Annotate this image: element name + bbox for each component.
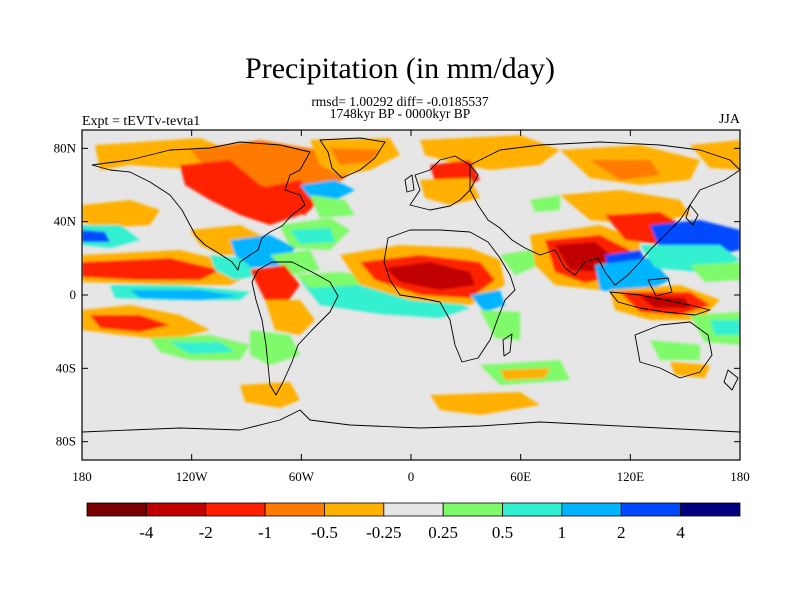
experiment-label: Expt = tEVTv-tevta1 [82,114,201,129]
colorbar-label: -1 [258,523,272,542]
outline-uk [404,174,415,193]
colorbar-swatch [145,502,207,517]
field-mideast-green [530,195,560,212]
field-pacific-equator-blue [130,290,240,300]
field-australia-green [650,340,700,360]
outline-new-zealand [723,369,739,391]
colorbar-swatch [264,502,325,517]
field-congo-blue [470,290,505,312]
lat-tick-label: 0 [70,287,77,302]
field-west-pacific-green [690,262,740,282]
season-label: JJA [718,112,740,127]
field-east-australia-orange [670,362,710,378]
colorbar-swatch [680,502,741,517]
outline-africa [383,229,516,363]
colorbar-label: -4 [139,523,154,542]
field-arabia-green [500,250,540,275]
lat-tick-label: 40S [56,360,76,375]
field-pacific-sw-red [90,315,170,332]
outline-australia [634,321,713,379]
field-pacific-itcz-red [82,258,220,280]
field-maritime-darkred [640,296,690,308]
outline-japan [685,204,699,226]
field-north-atlantic-blue [300,180,355,200]
field-north-eurasia-orange [420,135,560,170]
field-pacific-south-cyan [170,342,235,354]
field-patagonia-orange [240,382,300,408]
field-europe-orange [420,178,480,205]
colorbar-swatch [561,502,622,517]
colorbar-swatch [205,502,266,517]
outline-madagascar [502,333,513,357]
field-atlantic-subtropic-cyan [290,228,335,244]
field-arctic-west-orange [95,138,230,170]
colorbar-label: 1 [558,523,567,542]
outline-antarctica [82,409,740,433]
lon-tick-label: 60E [510,469,531,484]
field-africa-east-green [480,310,520,340]
lat-tick-label: 40N [54,214,77,229]
colorbar-label: -0.5 [311,523,338,542]
field-pacific-north-cyan [82,225,140,248]
field-south-america-north-red [250,265,300,305]
lon-tick-label: 120W [176,469,209,484]
colorbar-swatch [324,502,385,517]
lon-tick-label: 60W [289,469,315,484]
field-sahel-darkred [385,262,475,290]
field-south-america-orange [265,300,315,335]
plot-title: Precipitation (in mm/day) [245,52,555,85]
outline-indonesia [609,291,711,316]
lon-tick-label: 180 [72,469,92,484]
field-caribbean-green [270,250,320,275]
colorbar-swatch [442,502,503,517]
field-south-atlantic-orange [430,392,540,415]
outline-north-america [91,141,311,271]
outline-asia [469,141,740,286]
field-south-pacific-cyan [710,320,740,335]
outline-borneo [647,277,673,297]
colorbar-label: -0.25 [366,523,401,542]
field-atlantic-equator-cyan [300,280,470,318]
lon-tick-label: 120E [617,469,645,484]
statistics-line: rmsd= 1.00292 diff= -0.0185537 [311,94,489,109]
colorbar-swatch [502,502,563,517]
colorbar-label: -2 [199,523,213,542]
precipitation-field-shapes [82,135,740,415]
longitude-axis: 180 120W 60W 0 60E 120E 180 [72,130,750,484]
colorbar-swatch [86,502,147,517]
precipitation-field [82,135,740,415]
outline-south-america [251,261,339,396]
field-caribbean-cyan [210,255,260,280]
field-greenland-dark [330,148,380,165]
colorbar-label: 4 [676,523,685,542]
field-pacific-north-blue [82,230,110,242]
colorbar-label: 0.5 [492,523,513,542]
field-siberia-red [590,160,660,180]
lon-tick-label: 180 [730,469,750,484]
lon-tick-label: 0 [408,469,415,484]
lat-tick-label: 80S [56,434,76,449]
field-south-america-green [250,330,300,365]
field-north-atlantic-green [310,195,355,218]
colorbar: -4 -2 -1 -0.5 -0.25 0.25 0.5 1 2 4 [86,502,741,542]
field-pacific-north-orange [82,200,160,228]
colorbar-swatch [383,502,444,517]
lat-tick-label: 80N [54,140,77,155]
colorbar-swatch [620,502,682,517]
colorbar-label: 0.25 [428,523,458,542]
period-line: 1748kyr BP - 0000kyr BP [329,106,471,121]
field-canada-red [180,160,300,225]
field-indian-ocean-orange [500,368,550,380]
continent-outlines [82,137,740,433]
latitude-axis: 80N 40N 0 40S 80S [54,140,740,449]
field-northeast-us-red [250,180,320,215]
colorbar-label: 2 [617,523,626,542]
outline-greenland [319,137,386,179]
